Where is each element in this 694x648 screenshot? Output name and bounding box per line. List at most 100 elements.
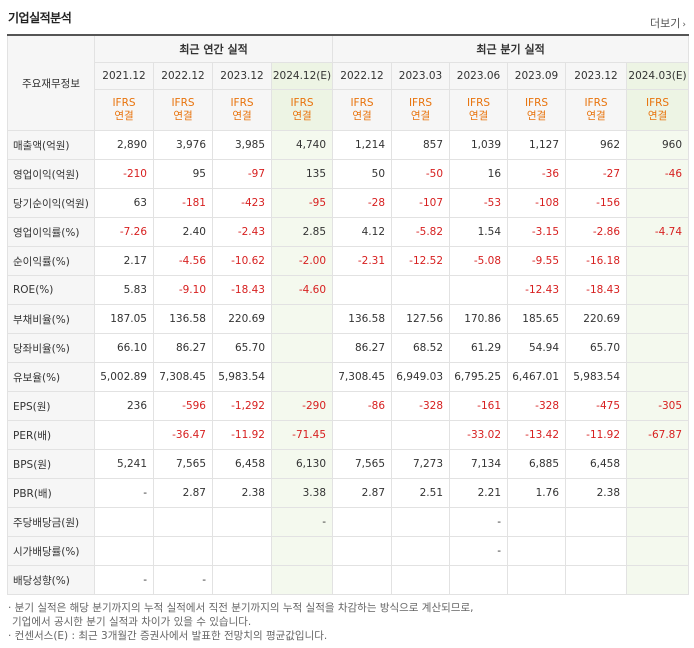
table-cell [270, 536, 334, 566]
table-cell: 6,885 [507, 449, 567, 479]
accounting-standard: IFRS 연결 [626, 89, 690, 131]
table-cell [391, 507, 451, 537]
table-cell: -33.02 [449, 420, 509, 450]
table-cell: -71.45 [270, 420, 334, 450]
table-cell: -46 [626, 159, 690, 189]
row-label: 시가배당률(%) [7, 536, 95, 566]
table-cell [270, 304, 334, 334]
accounting-standard: IFRS 연결 [507, 89, 567, 131]
table-cell: 5.83 [94, 275, 154, 305]
table-cell: -67.87 [626, 420, 690, 450]
period-header: 2023.09 [507, 62, 567, 90]
table-cell: 2.87 [153, 478, 213, 508]
table-cell: 6,458 [212, 449, 272, 479]
table-cell: -290 [270, 391, 334, 421]
standard-top: IFRS [290, 97, 314, 109]
table-cell: - [270, 507, 334, 537]
standard-bottom: 연결 [352, 110, 372, 122]
table-cell: 1,214 [332, 130, 393, 160]
table-cell: -108 [507, 188, 567, 218]
table-cell: -9.10 [153, 275, 213, 305]
table-cell: - [94, 565, 154, 595]
accounting-standard: IFRS 연결 [153, 89, 213, 131]
table-cell [565, 565, 628, 595]
period-header: 2023.12 [565, 62, 628, 90]
table-cell [153, 536, 213, 566]
table-cell [626, 246, 690, 276]
table-cell: 68.52 [391, 333, 451, 363]
table-cell: -18.43 [212, 275, 272, 305]
accounting-standard: IFRS 연결 [391, 89, 451, 131]
table-cell [94, 507, 154, 537]
table-cell: -12.52 [391, 246, 451, 276]
table-cell: 135 [270, 159, 334, 189]
table-cell: 6,130 [270, 449, 334, 479]
table-row: EPS(원) 236 -596 -1,292 -290 -86 -328 -161 -328 -4… [7, 391, 690, 421]
table-cell: -5.82 [391, 217, 451, 247]
table-cell: 2.17 [94, 246, 154, 276]
table-cell [626, 536, 690, 566]
table-row: 영업이익(억원) -210 95 -97 135 50 -50 16 -36 -27 -46 [7, 159, 690, 189]
more-link[interactable]: 더보기 › [650, 15, 686, 31]
table-cell: 2,890 [94, 130, 154, 160]
table-cell [332, 420, 393, 450]
table-cell: -2.43 [212, 217, 272, 247]
table-cell [270, 362, 334, 392]
row-label: 배당성향(%) [7, 565, 95, 595]
table-cell: -181 [153, 188, 213, 218]
footnotes: · 분기 실적은 해당 분기까지의 누적 실적에서 직전 분기까지의 누적 실적… [8, 601, 688, 643]
period-header: 2022.12 [153, 62, 213, 90]
chevron-right-icon: › [682, 20, 686, 30]
table-cell [626, 362, 690, 392]
period-header: 2022.12 [332, 62, 393, 90]
table-cell: 16 [449, 159, 509, 189]
table-cell: 4,740 [270, 130, 334, 160]
table-row: 부채비율(%) 187.05 136.58 220.69 136.58 127.56 170… [7, 304, 690, 334]
table-cell: 3,985 [212, 130, 272, 160]
period-header: 2024.03(E) [626, 62, 690, 90]
footnote: · 분기 실적은 해당 분기까지의 누적 실적에서 직전 분기까지의 누적 실적… [8, 602, 474, 614]
accounting-standard: IFRS 연결 [212, 89, 272, 131]
table-cell: 6,458 [565, 449, 628, 479]
standard-top: IFRS [230, 97, 254, 109]
table-cell: 86.27 [332, 333, 393, 363]
table-cell [391, 420, 451, 450]
standard-bottom: 연결 [647, 110, 668, 122]
row-label: ROE(%) [7, 275, 95, 305]
table-cell: 962 [565, 130, 628, 160]
table-cell: 6,795.25 [449, 362, 509, 392]
row-label: PER(배) [7, 420, 95, 450]
table-cell: -1,292 [212, 391, 272, 421]
table-cell: 2.87 [332, 478, 393, 508]
table-cell [391, 536, 451, 566]
table-row: 주당배당금(원) - - [7, 507, 690, 537]
table-cell: - [449, 507, 509, 537]
table-cell: 7,273 [391, 449, 451, 479]
table-cell [626, 449, 690, 479]
table-cell: 3.38 [270, 478, 334, 508]
table-cell [626, 478, 690, 508]
table-cell [153, 507, 213, 537]
table-cell: 95 [153, 159, 213, 189]
table-cell: -97 [212, 159, 272, 189]
table-cell [626, 275, 690, 305]
table-cell: 2.40 [153, 217, 213, 247]
table-cell: 5,241 [94, 449, 154, 479]
table-cell [391, 565, 451, 595]
table-cell: 220.69 [565, 304, 628, 334]
period-header: 2023.06 [449, 62, 509, 90]
table-cell: 7,134 [449, 449, 509, 479]
table-cell [212, 536, 272, 566]
footnote: · 컨센서스(E) : 최근 3개월간 증권사에서 발표한 전망치의 평균값입니… [8, 630, 328, 642]
table-cell: 960 [626, 130, 690, 160]
table-cell: -16.18 [565, 246, 628, 276]
table-cell: 6,467.01 [507, 362, 567, 392]
table-cell: 857 [391, 130, 451, 160]
table-cell [507, 536, 567, 566]
table-cell: 1,127 [507, 130, 567, 160]
table-cell: 2.51 [391, 478, 451, 508]
table-cell: -7.26 [94, 217, 154, 247]
table-cell: 127.56 [391, 304, 451, 334]
table-row: BPS(원) 5,241 7,565 6,458 6,130 7,565 7,273 7,13… [7, 449, 690, 479]
table-cell: 185.65 [507, 304, 567, 334]
